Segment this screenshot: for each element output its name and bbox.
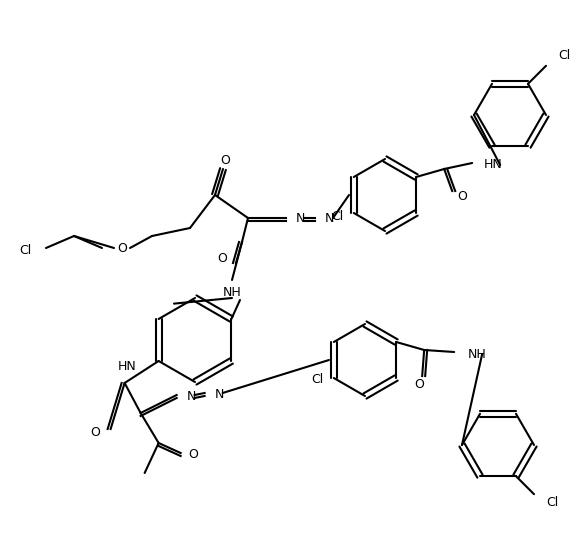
Text: O: O [220,155,230,167]
Text: N: N [325,211,335,225]
Text: O: O [91,426,100,439]
Text: Cl: Cl [20,243,32,256]
Text: Cl: Cl [558,49,570,62]
Text: N: N [215,388,224,401]
Text: O: O [117,241,127,255]
Text: O: O [217,251,227,264]
Text: NH: NH [223,286,241,299]
Text: O: O [189,448,199,462]
Text: NH: NH [468,348,487,361]
Text: N: N [187,391,196,403]
Text: O: O [414,378,424,391]
Text: HN: HN [118,360,137,372]
Text: N: N [296,211,305,225]
Text: HN: HN [484,158,503,172]
Text: Cl: Cl [546,495,558,509]
Text: Cl: Cl [332,210,344,223]
Text: Cl: Cl [312,373,324,386]
Text: O: O [457,190,467,203]
